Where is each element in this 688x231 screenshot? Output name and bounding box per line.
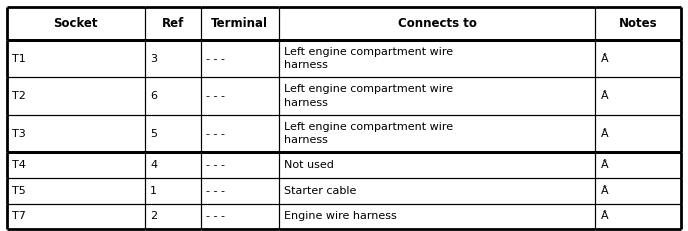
Text: Â: Â xyxy=(601,211,609,221)
Text: Â: Â xyxy=(601,160,609,170)
Text: Connects to: Connects to xyxy=(398,17,477,30)
Text: Notes: Notes xyxy=(619,17,658,30)
Text: Â: Â xyxy=(601,54,609,64)
Text: 2: 2 xyxy=(150,211,158,221)
Text: T1: T1 xyxy=(12,54,26,64)
Text: - - -: - - - xyxy=(206,211,225,221)
Text: 5: 5 xyxy=(150,128,158,139)
Text: Â: Â xyxy=(601,91,609,101)
Text: Left engine compartment wire
harness: Left engine compartment wire harness xyxy=(284,47,453,70)
Text: T3: T3 xyxy=(12,128,26,139)
Text: Terminal: Terminal xyxy=(211,17,268,30)
Text: T5: T5 xyxy=(12,186,26,196)
Text: Starter cable: Starter cable xyxy=(284,186,356,196)
Text: Engine wire harness: Engine wire harness xyxy=(284,211,397,221)
Text: - - -: - - - xyxy=(206,186,225,196)
Text: Left engine compartment wire
harness: Left engine compartment wire harness xyxy=(284,122,453,145)
Text: Â: Â xyxy=(601,186,609,196)
Text: Left engine compartment wire
harness: Left engine compartment wire harness xyxy=(284,85,453,108)
Text: - - -: - - - xyxy=(206,160,225,170)
Text: T4: T4 xyxy=(12,160,26,170)
Text: - - -: - - - xyxy=(206,128,225,139)
Text: Â: Â xyxy=(601,128,609,139)
Text: 1: 1 xyxy=(150,186,158,196)
Text: 6: 6 xyxy=(150,91,158,101)
Text: - - -: - - - xyxy=(206,54,225,64)
Text: 3: 3 xyxy=(150,54,158,64)
Text: T2: T2 xyxy=(12,91,26,101)
Text: - - -: - - - xyxy=(206,91,225,101)
Text: Not used: Not used xyxy=(284,160,334,170)
Text: 4: 4 xyxy=(150,160,158,170)
Text: Socket: Socket xyxy=(54,17,98,30)
Text: Ref: Ref xyxy=(162,17,184,30)
Text: T7: T7 xyxy=(12,211,26,221)
